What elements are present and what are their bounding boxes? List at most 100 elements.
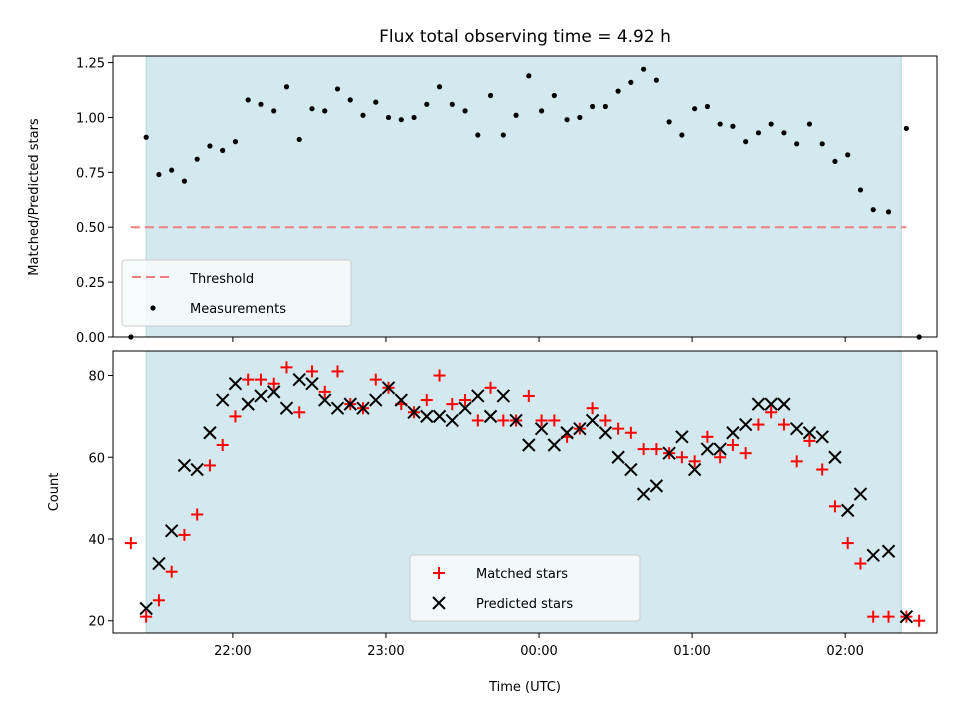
top-series0-point-60 bbox=[903, 125, 909, 132]
legend-measurements-label: Measurements bbox=[190, 302, 286, 317]
bottom-series1-point-44 bbox=[700, 442, 715, 456]
bottom-series0-point-7 bbox=[216, 439, 229, 451]
top-ytick-label-2: 0.50 bbox=[76, 221, 105, 236]
top-series0-point-50 bbox=[768, 121, 774, 127]
bottom-ytick-label-2: 60 bbox=[88, 451, 105, 466]
bottom-series1-point-18 bbox=[369, 393, 383, 407]
bottom-series1-point-8 bbox=[241, 397, 255, 411]
legend-measurements-swatch bbox=[150, 305, 156, 311]
top-series0-point-37 bbox=[602, 103, 608, 110]
top-ytick-label-4: 1.00 bbox=[76, 111, 105, 126]
top-series0-point-41 bbox=[653, 77, 659, 83]
bottom-series0-point-43 bbox=[675, 451, 688, 464]
bottom-series1-point-39 bbox=[636, 487, 651, 501]
bottom-series0-point-29 bbox=[497, 414, 510, 427]
bottom-series0-point-4 bbox=[178, 528, 191, 541]
top-series0-point-23 bbox=[424, 101, 430, 107]
bottom-series0-point-12 bbox=[280, 361, 293, 374]
bottom-series1-point-53 bbox=[815, 430, 829, 444]
bottom-series1-point-17 bbox=[356, 401, 370, 415]
legend-predicted-label: Predicted stars bbox=[476, 597, 573, 612]
top-series0-point-1 bbox=[143, 134, 149, 140]
top-series0-point-25 bbox=[449, 101, 455, 107]
bottom-series0-point-52 bbox=[790, 455, 803, 468]
bottom-ytick-label-3: 80 bbox=[88, 370, 105, 385]
top-series0-point-14 bbox=[309, 106, 315, 112]
bottom-series1-point-10 bbox=[267, 385, 281, 399]
bottom-series0-point-13 bbox=[293, 406, 306, 419]
top-series0-point-35 bbox=[577, 114, 583, 121]
bottom-xtick-label-1: 23:00 bbox=[367, 644, 404, 659]
bottom-series1-point-27 bbox=[483, 409, 498, 424]
bottom-series1-point-4 bbox=[190, 462, 204, 477]
top-series0-point-5 bbox=[194, 156, 200, 162]
bottom-series1-point-59 bbox=[899, 609, 914, 624]
bottom-series1-point-31 bbox=[534, 421, 549, 436]
bottom-series1-point-57 bbox=[866, 548, 880, 563]
bottom-series0-point-59 bbox=[882, 610, 895, 623]
bottom-series1-point-36 bbox=[598, 426, 613, 440]
top-series0-point-54 bbox=[819, 141, 825, 147]
legend-matched-swatch bbox=[433, 567, 445, 579]
bottom-series0-point-45 bbox=[701, 430, 714, 443]
bottom-series0-point-28 bbox=[484, 381, 497, 394]
top-ytick-label-5: 1.25 bbox=[76, 57, 105, 72]
legend-threshold-label: Threshold bbox=[189, 272, 254, 287]
top-series0-point-10 bbox=[258, 101, 264, 107]
top-series0-point-27 bbox=[475, 132, 481, 138]
bottom-series1-point-34 bbox=[573, 421, 587, 436]
top-series0-point-45 bbox=[704, 103, 711, 110]
top-series0-point-26 bbox=[462, 108, 468, 114]
bottom-series1-point-24 bbox=[445, 413, 460, 428]
top-series0-point-56 bbox=[845, 152, 851, 158]
bottom-series1-point-58 bbox=[881, 544, 896, 558]
top-series0-point-31 bbox=[526, 73, 532, 79]
top-series0-point-8 bbox=[232, 139, 239, 145]
bottom-series0-point-25 bbox=[446, 398, 459, 411]
bottom-series0-point-10 bbox=[254, 373, 267, 386]
bottom-xtick-label-2: 00:00 bbox=[520, 644, 557, 659]
top-series0-point-30 bbox=[513, 112, 519, 118]
bottom-series0-point-6 bbox=[203, 459, 216, 472]
top-legend-box bbox=[121, 259, 352, 327]
bottom-ylabel: Count bbox=[47, 473, 62, 512]
top-series0-point-19 bbox=[373, 99, 379, 105]
bottom-series1-point-0 bbox=[139, 601, 153, 616]
top-series0-point-4 bbox=[181, 178, 188, 184]
top-series0-point-42 bbox=[666, 119, 672, 125]
bottom-xtick-label-3: 01:00 bbox=[673, 644, 710, 659]
bottom-series0-point-40 bbox=[637, 443, 650, 456]
bottom-series1-point-43 bbox=[687, 462, 702, 477]
bottom-series1-point-30 bbox=[522, 438, 536, 452]
bottom-series0-point-23 bbox=[420, 394, 433, 407]
bottom-series0-point-15 bbox=[318, 385, 331, 398]
top-series0-point-55 bbox=[832, 158, 838, 164]
bottom-series1-point-52 bbox=[802, 426, 817, 440]
top-series0-point-18 bbox=[360, 112, 366, 118]
bottom-xlabel: Time (UTC) bbox=[488, 680, 561, 695]
top-series0-point-51 bbox=[781, 130, 787, 136]
top-series0-point-7 bbox=[220, 147, 226, 153]
top-series0-point-29 bbox=[500, 132, 506, 138]
top-series0-point-21 bbox=[398, 117, 404, 123]
bottom-series0-point-33 bbox=[548, 414, 561, 427]
bottom-series0-point-47 bbox=[726, 439, 739, 451]
bottom-series0-point-9 bbox=[242, 373, 255, 386]
bottom-series0-point-53 bbox=[803, 434, 816, 447]
bottom-series1-point-22 bbox=[420, 409, 434, 424]
bottom-series0-point-24 bbox=[433, 369, 446, 382]
bottom-series0-point-8 bbox=[229, 410, 242, 423]
top-series0-point-36 bbox=[590, 103, 596, 110]
bottom-points bbox=[124, 361, 926, 627]
top-ytick-label-0: 0.00 bbox=[76, 331, 105, 346]
bottom-series0-point-56 bbox=[841, 537, 854, 550]
bottom-series1-point-13 bbox=[305, 376, 319, 391]
bottom-series1-point-46 bbox=[726, 426, 740, 440]
bottom-series1-point-6 bbox=[215, 393, 230, 407]
bottom-series0-point-57 bbox=[854, 557, 867, 570]
top-series0-point-47 bbox=[730, 123, 736, 129]
legend-predicted-swatch bbox=[432, 596, 446, 610]
top-ytick-label-3: 0.75 bbox=[76, 166, 105, 181]
